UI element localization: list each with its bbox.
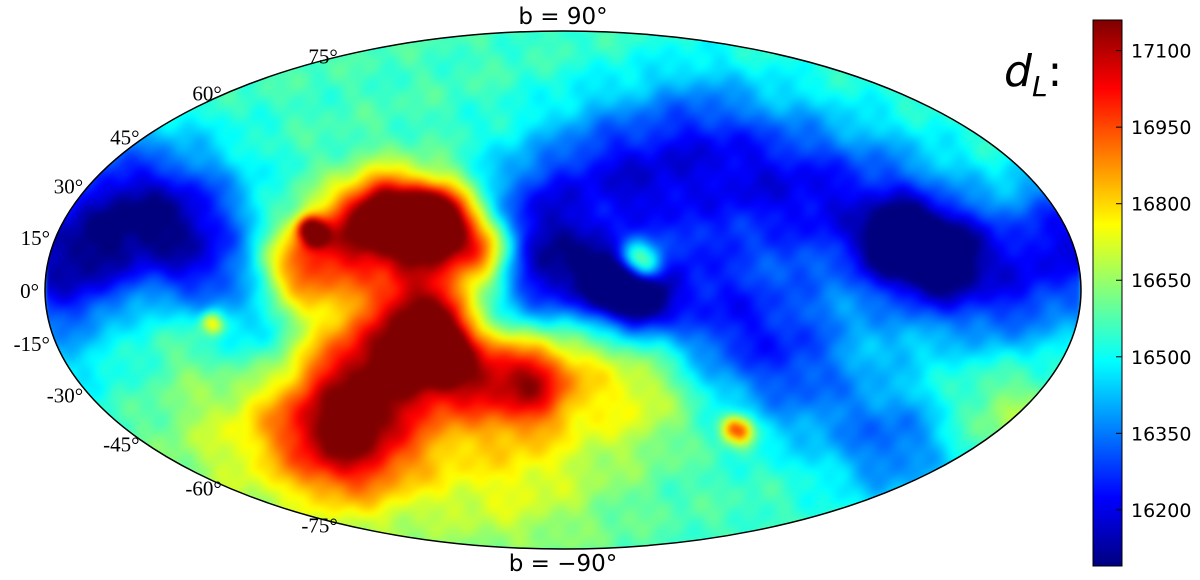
latitude-label: 60° xyxy=(192,82,221,106)
latitude-label: 75° xyxy=(308,44,337,68)
colorbar-bar xyxy=(1092,19,1123,567)
latitude-label: 45° xyxy=(110,126,139,150)
colorbar-tick-label: 16650 xyxy=(1131,270,1191,292)
colorbar-tick-label: 16200 xyxy=(1131,500,1191,522)
heatmap-canvas xyxy=(45,31,1081,549)
latitude-label: -75° xyxy=(301,514,337,538)
latitude-label: 30° xyxy=(54,174,83,198)
colorbar-tick-label: 16950 xyxy=(1131,117,1191,139)
colorbar-tick-label: 17100 xyxy=(1131,41,1191,63)
colorbar-tick-label: 16800 xyxy=(1131,194,1191,216)
latitude-labels: 75° 60° 45° 30° 15° 0° -15° -30° -45° -60° -75° xyxy=(14,44,338,537)
latitude-label: 15° xyxy=(21,226,50,250)
colorbar-title-suffix: : xyxy=(1048,46,1063,97)
latitude-label: -45° xyxy=(103,432,139,456)
heatmap-area xyxy=(45,31,1081,549)
latitude-label: 0° xyxy=(20,279,39,303)
latitude-label: -60° xyxy=(185,476,221,500)
colorbar-title-main: d xyxy=(1004,46,1033,97)
colorbar: 17100 16950 16800 16650 16500 16350 16200 dL: xyxy=(1004,19,1191,567)
colorbar-tick-label: 16500 xyxy=(1131,347,1191,369)
colorbar-tick-label: 16350 xyxy=(1131,423,1191,445)
north-pole-label: b = 90° xyxy=(518,4,607,30)
colorbar-title-sub: L xyxy=(1032,70,1048,103)
map-outline xyxy=(44,30,1082,550)
latitude-label: -30° xyxy=(47,384,83,408)
colorbar-title: dL: xyxy=(1004,46,1062,103)
latitude-label: -15° xyxy=(14,332,50,356)
colorbar-ticks: 17100 16950 16800 16650 16500 16350 16200 xyxy=(1116,41,1191,522)
south-pole-label: b = −90° xyxy=(509,551,618,577)
